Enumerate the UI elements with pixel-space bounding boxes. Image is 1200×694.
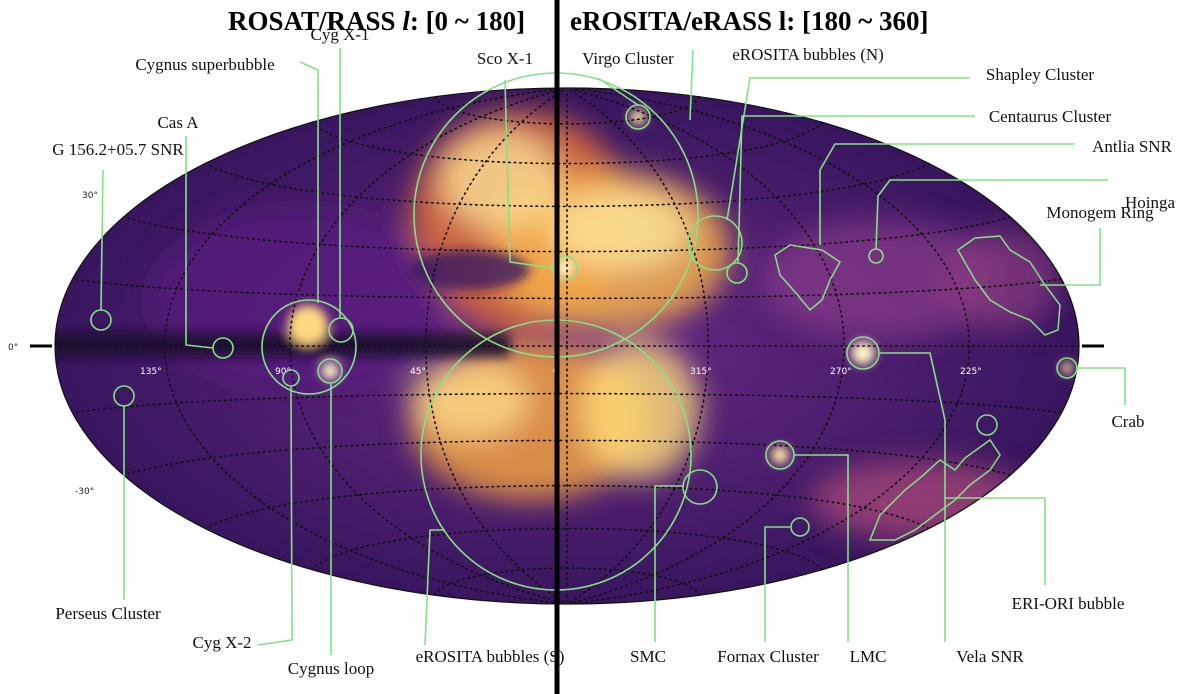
leader-line <box>1076 367 1126 405</box>
leader-line <box>794 454 849 642</box>
meridian <box>289 88 562 604</box>
latitude-label: -60° <box>285 593 304 603</box>
leader-line <box>737 115 975 264</box>
parallel <box>433 96 701 125</box>
annotation-label: Cygnus superbubble <box>135 55 274 74</box>
marker <box>317 358 343 384</box>
annotation-label: Fornax Cluster <box>717 647 819 666</box>
leader-line <box>1040 228 1101 286</box>
marker <box>790 517 810 537</box>
leader-line <box>945 497 1046 585</box>
annotation-label: Centaurus Cluster <box>989 107 1112 126</box>
annotation-label: Cygnus loop <box>288 659 374 678</box>
marker <box>328 317 354 343</box>
parallel <box>433 567 701 597</box>
leader-line <box>819 143 1075 245</box>
annotation-label: ERI-ORI bubble <box>1012 594 1125 613</box>
parallel <box>311 121 824 165</box>
left-title-prefix: ROSAT/RASS <box>228 6 402 36</box>
annotation-label: Perseus Cluster <box>55 604 161 623</box>
annotation-label: LMC <box>850 647 887 666</box>
meridian <box>569 89 710 603</box>
parallel <box>75 392 1063 414</box>
longitude-label: 225° <box>960 367 982 377</box>
parallel <box>206 162 930 208</box>
meridian <box>164 88 560 604</box>
leader-line <box>654 485 684 642</box>
annotation-label: Vela SNR <box>956 647 1024 666</box>
region-outline <box>774 244 841 312</box>
annotation-label: Cyg X-1 <box>310 25 369 44</box>
annotation-label: Cas A <box>157 113 199 132</box>
leader-line <box>879 352 946 642</box>
left-title-var: l <box>402 6 410 36</box>
left-title: ROSAT/RASS l: [0 ~ 180] <box>228 6 525 36</box>
latitude-label: 60° <box>290 91 306 101</box>
longitude-label: 270° <box>830 367 852 377</box>
left-title-range: : [0 ~ 180] <box>410 6 525 36</box>
leader-line <box>726 77 970 221</box>
leader-line <box>100 169 104 311</box>
annotation-label: SMC <box>630 647 666 666</box>
annotation-label: eROSITA bubbles (S) <box>416 647 565 666</box>
leader-line <box>764 526 790 642</box>
marker <box>261 299 357 395</box>
leader-line <box>424 529 445 646</box>
marker <box>976 414 998 436</box>
annotation-label: Virgo Cluster <box>582 49 674 68</box>
marker <box>726 262 748 284</box>
leader-line <box>257 386 293 646</box>
parallel <box>75 278 1063 300</box>
meridian <box>574 88 971 604</box>
annotation-label: Antlia SNR <box>1092 137 1172 156</box>
leader-line <box>597 77 639 106</box>
latitude-label: 30° <box>82 191 98 201</box>
longitude-label: 45° <box>410 367 426 377</box>
annotation-label: Sco X-1 <box>477 49 533 68</box>
longitude-label: 135° <box>140 367 162 377</box>
annotation-label: G 156.2+05.7 SNR <box>52 140 184 159</box>
marker <box>682 469 718 505</box>
parallel <box>206 484 930 530</box>
marker <box>687 215 743 271</box>
latitude-label: 0° <box>8 343 18 353</box>
region-outline <box>868 438 1001 541</box>
leader-line <box>299 61 319 303</box>
leader-line <box>504 79 554 269</box>
marker <box>282 369 300 387</box>
region-outline <box>957 235 1061 336</box>
meridian <box>424 89 565 603</box>
annotation-label: eROSITA bubbles (N) <box>732 45 884 64</box>
latitude-label: -30° <box>75 487 94 497</box>
leader-line <box>185 136 214 349</box>
longitude-label: 315° <box>690 367 712 377</box>
annotation-label: Hoinga <box>1125 193 1176 212</box>
leader-line <box>689 49 694 121</box>
meridian <box>572 88 845 604</box>
annotation-label: Monogem Ring <box>1046 203 1154 222</box>
annotation-label: Shapley Cluster <box>986 65 1094 84</box>
annotation-label: Crab <box>1111 412 1144 431</box>
annotation-label: Cyg X-2 <box>192 633 251 652</box>
longitude-label: 90° <box>275 367 291 377</box>
right-title: eROSITA/eRASS l: [180 ~ 360] <box>570 6 929 36</box>
leader-line <box>875 179 1108 250</box>
